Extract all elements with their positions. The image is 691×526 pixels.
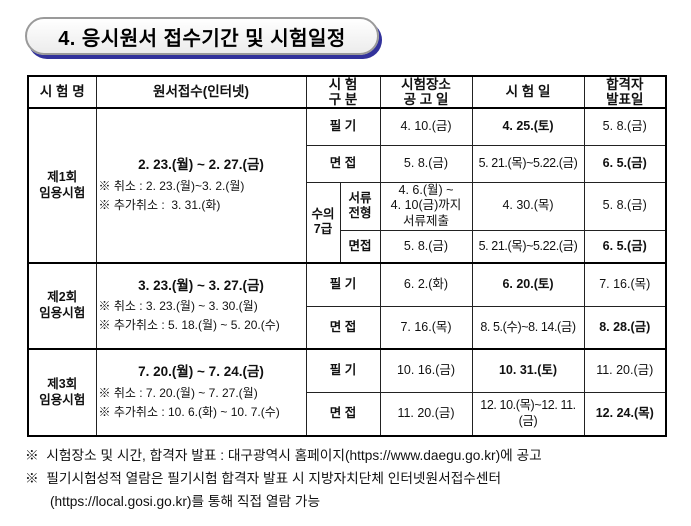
exam1-vet7-group-cell: 수의 7급 [305, 181, 341, 264]
exam2-name-line2: 임용시험 [39, 306, 86, 321]
exam1-vet7-interview-venue-date: 5. 8.(금) [379, 229, 473, 264]
exam3-written-exam-date: 10. 31.(토) [471, 348, 585, 393]
exam3-extra-cancel-note: ※ 추가취소 : 10. 6.(화) ~ 10. 7.(수) [98, 404, 280, 419]
exam1-name-line1: 제1회 [47, 170, 78, 185]
exam1-written-venue-date: 4. 10.(금) [379, 107, 473, 146]
exam1-doc-label-line2: 전형 [348, 206, 372, 221]
section-title: 4. 응시원서 접수기간 및 시험일정 [25, 17, 379, 55]
header-result-line1: 합격자 [606, 77, 644, 92]
header-venue-date: 시험장소 공 고 일 [379, 75, 473, 110]
exam3-name-cell: 제3회 임용시험 [27, 348, 97, 437]
exam2-name-line1: 제2회 [47, 290, 78, 305]
exam2-written-venue-date: 6. 2.(화) [379, 262, 473, 307]
exam2-written-label: 필 기 [305, 262, 381, 307]
exam3-written-label: 필 기 [305, 348, 381, 393]
header-exam-date: 시 험 일 [471, 75, 585, 110]
exam2-interview-exam-date: 8. 5.(수)~8. 14.(금) [471, 305, 585, 350]
exam1-vet7-interview-result-date: 6. 5.(금) [583, 229, 667, 264]
exam1-name-cell: 제1회 임용시험 [27, 107, 97, 264]
header-result-line2: 발표일 [606, 92, 644, 108]
footnote-score-viewing-line2: (https://local.gosi.go.kr)를 통해 직접 열람 가능 [50, 494, 321, 510]
exam1-written-exam-date: 4. 25.(토) [471, 107, 585, 146]
exam1-vet7-line2: 7급 [313, 222, 333, 237]
exam1-vet7-interview-exam-date: 5. 21.(목)~5.22.(금) [471, 229, 585, 264]
exam1-document-screening-label: 서류 전형 [339, 181, 381, 231]
header-category: 시 험 구 분 [305, 75, 381, 110]
header-category-line2: 구 분 [328, 92, 358, 108]
exam2-written-exam-date: 6. 20.(토) [471, 262, 585, 307]
exam2-interview-label: 면 접 [305, 305, 381, 350]
footnote-venue-announcement: ※ 시험장소 및 시간, 합격자 발표 : 대구광역시 홈페이지(https:/… [25, 448, 542, 463]
exam1-doc-period-line1: 4. 6.(월) ~ [398, 182, 454, 197]
exam3-written-result-date: 11. 20.(금) [583, 348, 667, 393]
exam1-doc-result-date: 5. 8.(금) [583, 181, 667, 231]
exam1-doc-period-line3: 서류제출 [402, 213, 449, 228]
exam3-interview-exam-date: 12. 10.(목)~12. 11.(금) [471, 391, 585, 437]
exam1-interview-venue-date: 5. 8.(금) [379, 144, 473, 183]
exam1-name-line2: 임용시험 [39, 185, 86, 200]
exam2-cancel-note: ※ 취소 : 3. 23.(월) ~ 3. 30.(월) [98, 299, 258, 314]
exam2-apply-period: 3. 23.(월) ~ 3. 27.(금) [138, 277, 264, 293]
exam1-vet7-line1: 수의 [311, 206, 335, 221]
exam-schedule-table: 시 험 명 원서접수(인터넷) 시 험 구 분 시험장소 공 고 일 시 험 일 [27, 75, 667, 438]
exam2-interview-venue-date: 7. 16.(목) [379, 305, 473, 350]
exam3-cancel-note: ※ 취소 : 7. 20.(월) ~ 7. 27.(월) [98, 385, 258, 400]
exam1-doc-label-line1: 서류 [348, 190, 372, 205]
exam2-name-cell: 제2회 임용시험 [27, 262, 97, 350]
section-title-text: 4. 응시원서 접수기간 및 시험일정 [58, 27, 346, 50]
exam1-interview-result-date: 6. 5.(금) [583, 144, 667, 183]
exam1-apply-period: 2. 23.(월) ~ 2. 27.(금) [138, 157, 264, 173]
exam3-written-venue-date: 10. 16.(금) [379, 348, 473, 393]
exam3-interview-label: 면 접 [305, 391, 381, 437]
exam1-interview-label: 면 접 [305, 144, 381, 183]
exam1-vet7-interview-label: 면접 [339, 229, 381, 264]
exam3-interview-result-date: 12. 24.(목) [583, 391, 667, 437]
header-venue-line2: 공 고 일 [403, 92, 449, 108]
header-result-date: 합격자 발표일 [583, 75, 667, 110]
exam2-written-result-date: 7. 16.(목) [583, 262, 667, 307]
exam2-interview-result-date: 8. 28.(금) [583, 305, 667, 350]
exam1-cancel-note: ※ 취소 : 2. 23.(월)~3. 2.(월) [98, 179, 245, 193]
exam1-doc-submission-period: 4. 6.(월) ~ 4. 10(금)까지 서류제출 [379, 181, 473, 231]
footnotes: ※ 시험장소 및 시간, 합격자 발표 : 대구광역시 홈페이지(https:/… [25, 444, 681, 513]
exam3-application-cell: 7. 20.(월) ~ 7. 24.(금) ※ 취소 : 7. 20.(월) ~… [95, 348, 307, 437]
exam3-name-line2: 임용시험 [39, 392, 86, 407]
exam1-doc-exam-date: 4. 30.(목) [471, 181, 585, 231]
exam1-doc-period-line2: 4. 10(금)까지 [390, 198, 462, 213]
header-application: 원서접수(인터넷) [95, 75, 307, 110]
exam3-interview-venue-date: 11. 20.(금) [379, 391, 473, 437]
exam1-written-result-date: 5. 8.(금) [583, 107, 667, 146]
exam1-extra-cancel-note: ※ 추가취소 : 3. 31.(화) [98, 197, 221, 212]
exam1-interview-exam-date: 5. 21.(목)~5.22.(금) [471, 144, 585, 183]
exam2-application-cell: 3. 23.(월) ~ 3. 27.(금) ※ 취소 : 3. 23.(월) ~… [95, 262, 307, 350]
header-venue-line1: 시험장소 [401, 77, 451, 92]
exam1-written-label: 필 기 [305, 107, 381, 146]
exam3-apply-period: 7. 20.(월) ~ 7. 24.(금) [138, 364, 264, 380]
header-exam-name: 시 험 명 [27, 75, 97, 110]
exam3-name-line1: 제3회 [47, 376, 78, 391]
exam1-application-cell: 2. 23.(월) ~ 2. 27.(금) ※ 취소 : 2. 23.(월)~3… [95, 107, 307, 264]
header-category-line1: 시 험 [328, 77, 358, 92]
footnote-score-viewing-line1: ※ 필기시험성적 열람은 필기시험 합격자 발표 시 지방자치단체 인터넷원서접… [25, 471, 502, 487]
exam2-extra-cancel-note: ※ 추가취소 : 5. 18.(월) ~ 5. 20.(수) [98, 318, 280, 333]
